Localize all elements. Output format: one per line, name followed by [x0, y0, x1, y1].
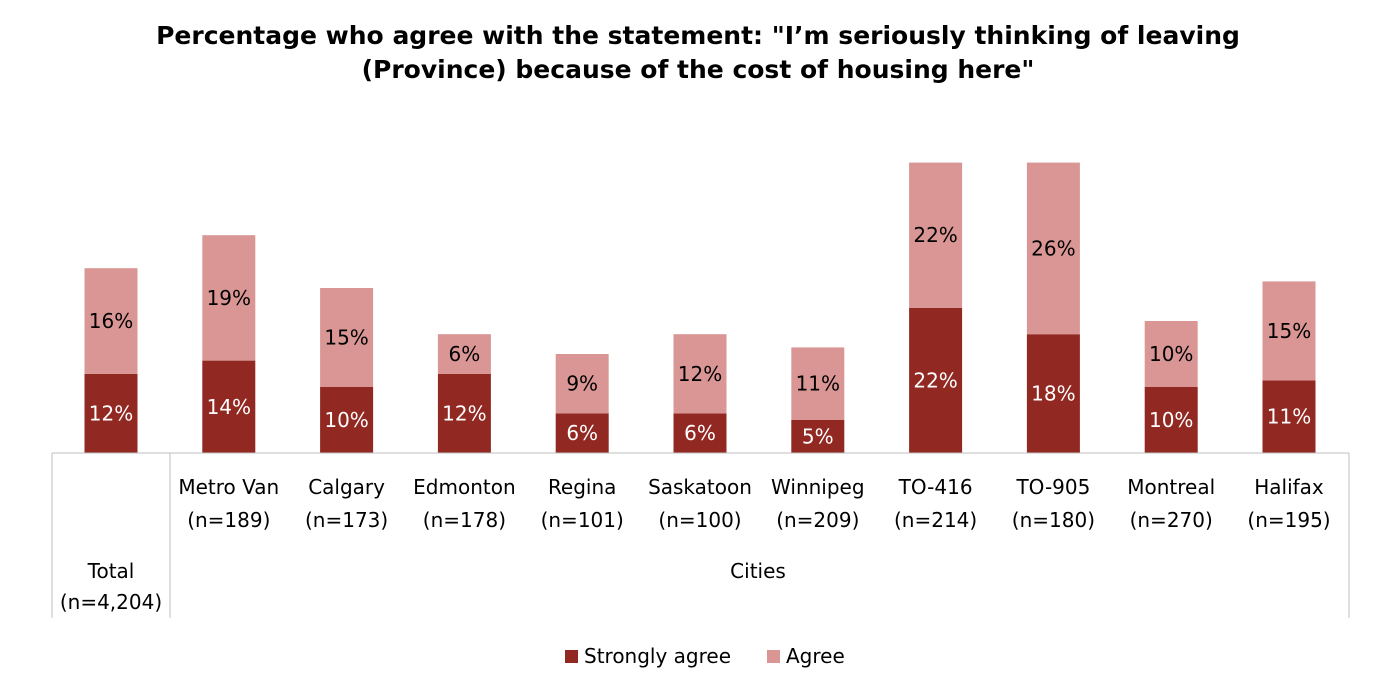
bar-strongly-agree-9 [1144, 387, 1198, 453]
data-label-agree-7: 22% [913, 223, 957, 247]
bar-strongly-agree-1 [202, 360, 256, 453]
category-sample-winnipeg: (n=209) [776, 508, 859, 532]
bar-agree-5 [673, 334, 727, 414]
bar-agree-6 [791, 347, 845, 420]
category-sample-halifax: (n=195) [1247, 508, 1330, 532]
bar-strongly-agree-7 [909, 307, 963, 453]
category-sample-edmonton: (n=178) [423, 508, 506, 532]
data-label-strongly-agree-5: 6% [684, 421, 716, 445]
category-sample-total: (n=4,204) [60, 590, 162, 614]
category-sample-to-416: (n=214) [894, 508, 977, 532]
data-label-strongly-agree-3: 12% [442, 401, 486, 425]
data-label-strongly-agree-7: 22% [913, 368, 957, 392]
data-label-agree-2: 15% [324, 326, 368, 350]
data-label-agree-0: 16% [89, 309, 133, 333]
bar-strongly-agree-5 [673, 413, 727, 453]
data-label-strongly-agree-1: 14% [207, 395, 251, 419]
data-label-agree-10: 15% [1267, 319, 1311, 343]
bar-agree-2 [320, 288, 374, 387]
bar-agree-10 [1262, 281, 1316, 381]
category-label-halifax: Halifax [1254, 475, 1324, 499]
data-label-strongly-agree-10: 11% [1267, 405, 1311, 429]
category-label-regina: Regina [548, 475, 617, 499]
category-label-calgary: Calgary [308, 475, 385, 499]
bar-agree-3 [437, 334, 491, 374]
category-label-total: Total [87, 559, 135, 583]
bar-strongly-agree-10 [1262, 380, 1316, 453]
category-sample-montreal: (n=270) [1130, 508, 1213, 532]
legend-swatch-agree [767, 650, 780, 663]
legend-label-strongly-agree: Strongly agree [584, 644, 731, 668]
data-label-agree-8: 26% [1031, 236, 1075, 260]
group-label-cities: Cities [730, 559, 786, 583]
category-label-winnipeg: Winnipeg [771, 475, 865, 499]
bar-agree-0 [84, 268, 138, 374]
data-label-strongly-agree-9: 10% [1149, 408, 1193, 432]
data-label-agree-9: 10% [1149, 342, 1193, 366]
bar-agree-9 [1144, 321, 1198, 387]
bar-agree-4 [555, 354, 609, 414]
data-label-strongly-agree-6: 5% [802, 425, 834, 449]
category-label-metro-van: Metro Van [178, 475, 279, 499]
bar-strongly-agree-2 [320, 387, 374, 453]
data-label-strongly-agree-4: 6% [566, 421, 598, 445]
legend-label-agree: Agree [786, 644, 845, 668]
bar-strongly-agree-8 [1026, 334, 1080, 453]
data-label-strongly-agree-0: 12% [89, 401, 133, 425]
category-label-to-905: TO-905 [1015, 475, 1090, 499]
category-sample-metro-van: (n=189) [187, 508, 270, 532]
bar-strongly-agree-3 [437, 373, 491, 453]
legend-swatch-strongly-agree [565, 650, 578, 663]
data-label-agree-5: 12% [678, 362, 722, 386]
bar-agree-1 [202, 235, 256, 361]
bar-agree-8 [1026, 162, 1080, 335]
category-label-montreal: Montreal [1127, 475, 1215, 499]
data-label-agree-6: 11% [796, 372, 840, 396]
category-sample-saskatoon: (n=100) [658, 508, 741, 532]
bar-strongly-agree-6 [791, 420, 845, 453]
category-sample-to-905: (n=180) [1012, 508, 1095, 532]
bar-strongly-agree-0 [84, 373, 138, 453]
data-label-agree-1: 19% [207, 286, 251, 310]
bar-agree-7 [909, 162, 963, 308]
data-label-strongly-agree-8: 18% [1031, 382, 1075, 406]
bar-strongly-agree-4 [555, 413, 609, 453]
chart-title-line-2: (Province) because of the cost of housin… [362, 55, 1035, 84]
category-sample-regina: (n=101) [541, 508, 624, 532]
category-label-to-416: TO-416 [898, 475, 973, 499]
chart-title-line-1: Percentage who agree with the statement:… [156, 21, 1240, 50]
category-label-saskatoon: Saskatoon [648, 475, 752, 499]
data-label-agree-4: 9% [566, 372, 598, 396]
category-sample-calgary: (n=173) [305, 508, 388, 532]
category-label-edmonton: Edmonton [413, 475, 515, 499]
data-label-agree-3: 6% [449, 342, 481, 366]
data-label-strongly-agree-2: 10% [324, 408, 368, 432]
